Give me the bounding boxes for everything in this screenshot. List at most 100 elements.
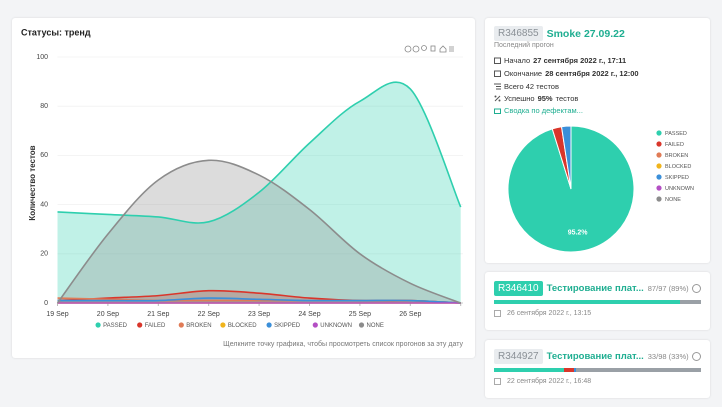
x-tick-label: 23 Sep bbox=[248, 311, 270, 318]
run-header: R346410 Тестирование плат... 87/97 (89%) bbox=[494, 281, 701, 296]
run-date: 22 сентября 2022 г., 16:48 bbox=[507, 378, 592, 385]
x-tick-label: 26 Sep bbox=[399, 311, 421, 318]
run-card: R346410 Тестирование плат... 87/97 (89%) 26… bbox=[485, 272, 710, 330]
legend-label: BLOCKED bbox=[228, 323, 257, 329]
status-icon bbox=[692, 352, 701, 361]
progress-segment bbox=[563, 368, 575, 372]
legend-label: FAILED bbox=[145, 323, 166, 329]
run-id[interactable]: R346855 bbox=[494, 26, 543, 41]
x-tick-label: 24 Sep bbox=[298, 311, 320, 318]
legend-label: SKIPPED bbox=[274, 323, 301, 329]
trend-card: Статусы: тренд Количество тестов Щелкнит… bbox=[12, 18, 475, 358]
legend-label: BLOCKED bbox=[665, 164, 691, 170]
y-tick-label: 60 bbox=[40, 152, 48, 159]
y-tick-label: 0 bbox=[44, 300, 48, 307]
legend-label: PASSED bbox=[103, 323, 128, 329]
end-value: 28 сентября 2022 г., 12:00 bbox=[545, 69, 639, 78]
legend-label: UNKNOWN bbox=[320, 323, 352, 329]
chart-toolbar[interactable] bbox=[404, 45, 454, 53]
start-value: 27 сентября 2022 г., 17:11 bbox=[533, 56, 627, 65]
icon bbox=[494, 378, 501, 385]
progress-segment bbox=[494, 368, 564, 372]
series-line bbox=[56, 159, 461, 304]
series-line bbox=[57, 297, 461, 304]
progress-bar bbox=[494, 368, 701, 372]
x-tick-label: 20 Sep bbox=[97, 311, 119, 318]
legend-marker bbox=[358, 322, 365, 328]
run-header: R344927 Тестирование плат... 33/98 (33%) bbox=[494, 349, 701, 364]
success-suffix: тестов bbox=[555, 94, 579, 103]
legend-label: BROKEN bbox=[186, 323, 211, 329]
trend-chart: Статусы: тренд Количество тестов Щелкнит… bbox=[21, 27, 463, 348]
legend-marker bbox=[220, 322, 226, 328]
chart-hint: Щелкните точку графика, чтобы просмотрет… bbox=[223, 340, 463, 348]
run-title[interactable]: Тестирование плат... bbox=[546, 283, 644, 294]
status-pie: 95.2% PASSED FAILED BROKEN BLOCKED SKIPPED UNK… bbox=[507, 125, 694, 253]
run-date-row: 22 сентября 2022 г., 16:48 bbox=[494, 378, 591, 385]
run-id[interactable]: R344927 bbox=[494, 349, 543, 364]
legend-marker bbox=[656, 174, 662, 180]
run-result: 33/98 (33%) bbox=[647, 352, 689, 361]
legend-marker bbox=[312, 322, 318, 328]
legend-marker bbox=[137, 322, 143, 328]
y-tick-label: 80 bbox=[40, 103, 48, 110]
pie-value-label: 95.2% bbox=[568, 229, 589, 236]
icon bbox=[494, 108, 501, 114]
legend-label: NONE bbox=[367, 323, 384, 329]
series-line bbox=[57, 81, 462, 224]
icon bbox=[494, 95, 501, 102]
run-card: R344927 Тестирование плат... 33/98 (33%) 22… bbox=[485, 340, 710, 398]
y-tick-label: 100 bbox=[36, 54, 48, 61]
icon bbox=[494, 310, 501, 317]
area-fill bbox=[57, 160, 461, 303]
defects-link[interactable]: Сводка по дефектам... bbox=[504, 106, 583, 115]
start-row: Начало 27 сентября 2022 г., 17:11 bbox=[494, 56, 626, 65]
legend-marker bbox=[266, 322, 272, 328]
defects-link-row[interactable]: Сводка по дефектам... bbox=[494, 106, 583, 115]
legend-marker bbox=[656, 141, 662, 147]
run-title[interactable]: Тестирование плат... bbox=[546, 351, 644, 362]
icon bbox=[494, 57, 501, 64]
run-title[interactable]: Smoke 27.09.22 bbox=[546, 27, 625, 40]
x-tick-label: 25 Sep bbox=[349, 311, 371, 318]
y-axis-label: Количество тестов bbox=[28, 145, 37, 220]
run-id[interactable]: R346410 bbox=[494, 281, 543, 296]
legend-label: NONE bbox=[665, 197, 681, 203]
success-value: 95% bbox=[537, 94, 553, 103]
success-row: Успешно 95% тестов bbox=[494, 94, 578, 103]
x-tick-label: 22 Sep bbox=[198, 311, 220, 318]
run-date: 26 сентября 2022 г., 13:15 bbox=[507, 310, 592, 317]
legend-marker bbox=[656, 130, 662, 136]
last-run-card: R346855 Smoke 27.09.22 Последний прогон … bbox=[485, 18, 710, 263]
legend-label: PASSED bbox=[665, 131, 687, 137]
legend-marker bbox=[656, 163, 662, 169]
last-run-header: R346855 Smoke 27.09.22 bbox=[494, 26, 625, 41]
y-tick-label: 20 bbox=[40, 251, 48, 258]
run-subtitle: Последний прогон bbox=[494, 42, 554, 49]
end-label: Окончание bbox=[504, 69, 543, 78]
legend-marker bbox=[95, 322, 101, 328]
progress-segment bbox=[574, 368, 577, 372]
area-fill bbox=[57, 298, 461, 303]
legend-marker bbox=[178, 322, 184, 328]
x-tick-label: 21 Sep bbox=[147, 311, 169, 318]
progress-segment bbox=[576, 368, 701, 372]
legend-label: SKIPPED bbox=[665, 175, 689, 181]
start-label: Начало bbox=[504, 56, 531, 65]
card-title: Статусы: тренд bbox=[21, 27, 91, 37]
run-result: 87/97 (89%) bbox=[647, 284, 689, 293]
progress-bar bbox=[494, 300, 701, 304]
end-row: Окончание 28 сентября 2022 г., 12:00 bbox=[494, 69, 639, 78]
run-date-row: 26 сентября 2022 г., 13:15 bbox=[494, 310, 591, 317]
legend-marker bbox=[656, 152, 662, 158]
progress-segment bbox=[679, 300, 701, 304]
status-icon bbox=[692, 284, 701, 293]
pie-slice bbox=[560, 125, 572, 190]
legend-label: FAILED bbox=[665, 142, 684, 148]
icon bbox=[494, 83, 501, 90]
y-tick-label: 40 bbox=[40, 201, 48, 208]
legend-label: BROKEN bbox=[665, 153, 688, 159]
legend-label: UNKNOWN bbox=[665, 186, 694, 192]
progress-segment bbox=[494, 300, 680, 304]
